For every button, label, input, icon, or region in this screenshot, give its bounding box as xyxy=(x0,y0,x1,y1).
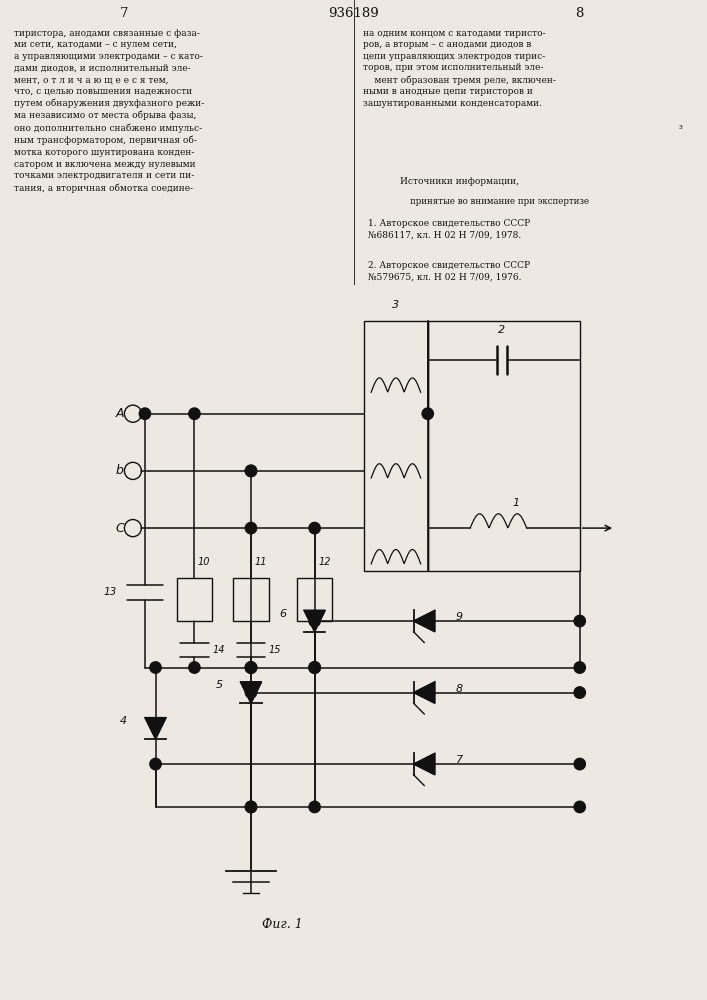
Text: на одним концом с катодами тиристо-
ров, а вторым – с анодами диодов в
цепи упра: на одним концом с катодами тиристо- ров,… xyxy=(363,28,556,108)
Circle shape xyxy=(309,662,320,673)
Bar xyxy=(428,321,580,571)
Circle shape xyxy=(574,758,585,770)
Text: 936189: 936189 xyxy=(328,7,379,20)
Text: 3: 3 xyxy=(392,300,399,310)
Text: 7: 7 xyxy=(119,7,128,20)
Polygon shape xyxy=(414,682,435,703)
Polygon shape xyxy=(304,610,325,632)
Circle shape xyxy=(574,662,585,673)
Circle shape xyxy=(245,465,257,477)
Text: 9: 9 xyxy=(456,612,463,622)
Text: принятые во внимание при экспертизе: принятые во внимание при экспертизе xyxy=(410,197,589,206)
Text: з: з xyxy=(679,123,682,131)
Circle shape xyxy=(139,408,151,419)
Text: 1. Авторское свидетельство СССР
№686117, кл. Н 02 Н 7/09, 1978.: 1. Авторское свидетельство СССР №686117,… xyxy=(368,219,530,240)
Circle shape xyxy=(574,801,585,813)
Circle shape xyxy=(245,662,257,673)
Polygon shape xyxy=(414,753,435,775)
Text: 13: 13 xyxy=(103,587,117,597)
Text: C: C xyxy=(115,522,124,535)
Circle shape xyxy=(309,615,320,627)
Circle shape xyxy=(189,408,200,419)
Text: b: b xyxy=(116,464,124,477)
Circle shape xyxy=(422,408,433,419)
Circle shape xyxy=(189,662,200,673)
Circle shape xyxy=(245,522,257,534)
Text: 6: 6 xyxy=(279,609,286,619)
Circle shape xyxy=(574,615,585,627)
Text: 5: 5 xyxy=(216,680,223,690)
Circle shape xyxy=(245,801,257,813)
Text: 8: 8 xyxy=(575,7,584,20)
Text: 2. Авторское свидетельство СССР
№579675, кл. Н 02 Н 7/09, 1976.: 2. Авторское свидетельство СССР №579675,… xyxy=(368,261,530,281)
Text: 10: 10 xyxy=(198,557,211,567)
Text: 1: 1 xyxy=(513,498,520,508)
Text: Фиг. 1: Фиг. 1 xyxy=(262,918,303,931)
Circle shape xyxy=(150,758,161,770)
Bar xyxy=(233,578,269,621)
Circle shape xyxy=(245,662,257,673)
Text: 7: 7 xyxy=(456,755,463,765)
Text: 14: 14 xyxy=(212,645,225,655)
Polygon shape xyxy=(145,718,166,739)
Text: 2: 2 xyxy=(498,325,506,335)
Circle shape xyxy=(309,801,320,813)
Circle shape xyxy=(245,465,257,477)
Circle shape xyxy=(150,662,161,673)
Text: 8: 8 xyxy=(456,684,463,694)
Circle shape xyxy=(245,662,257,673)
Bar xyxy=(177,578,212,621)
Text: 4: 4 xyxy=(120,716,127,726)
Circle shape xyxy=(245,801,257,813)
Polygon shape xyxy=(414,610,435,632)
Text: 11: 11 xyxy=(255,557,267,567)
Polygon shape xyxy=(240,682,262,703)
Text: тиристора, анодами связанные с фаза-
ми сети, катодами – с нулем сети,
а управля: тиристора, анодами связанные с фаза- ми … xyxy=(14,28,204,193)
Circle shape xyxy=(309,662,320,673)
Text: 15: 15 xyxy=(269,645,281,655)
Text: 12: 12 xyxy=(318,557,331,567)
Circle shape xyxy=(245,687,257,698)
Text: Источники информации,: Источники информации, xyxy=(400,177,519,186)
Circle shape xyxy=(309,522,320,534)
Circle shape xyxy=(574,687,585,698)
Text: A: A xyxy=(115,407,124,420)
Circle shape xyxy=(309,662,320,673)
Bar xyxy=(297,578,332,621)
Bar xyxy=(364,321,428,571)
